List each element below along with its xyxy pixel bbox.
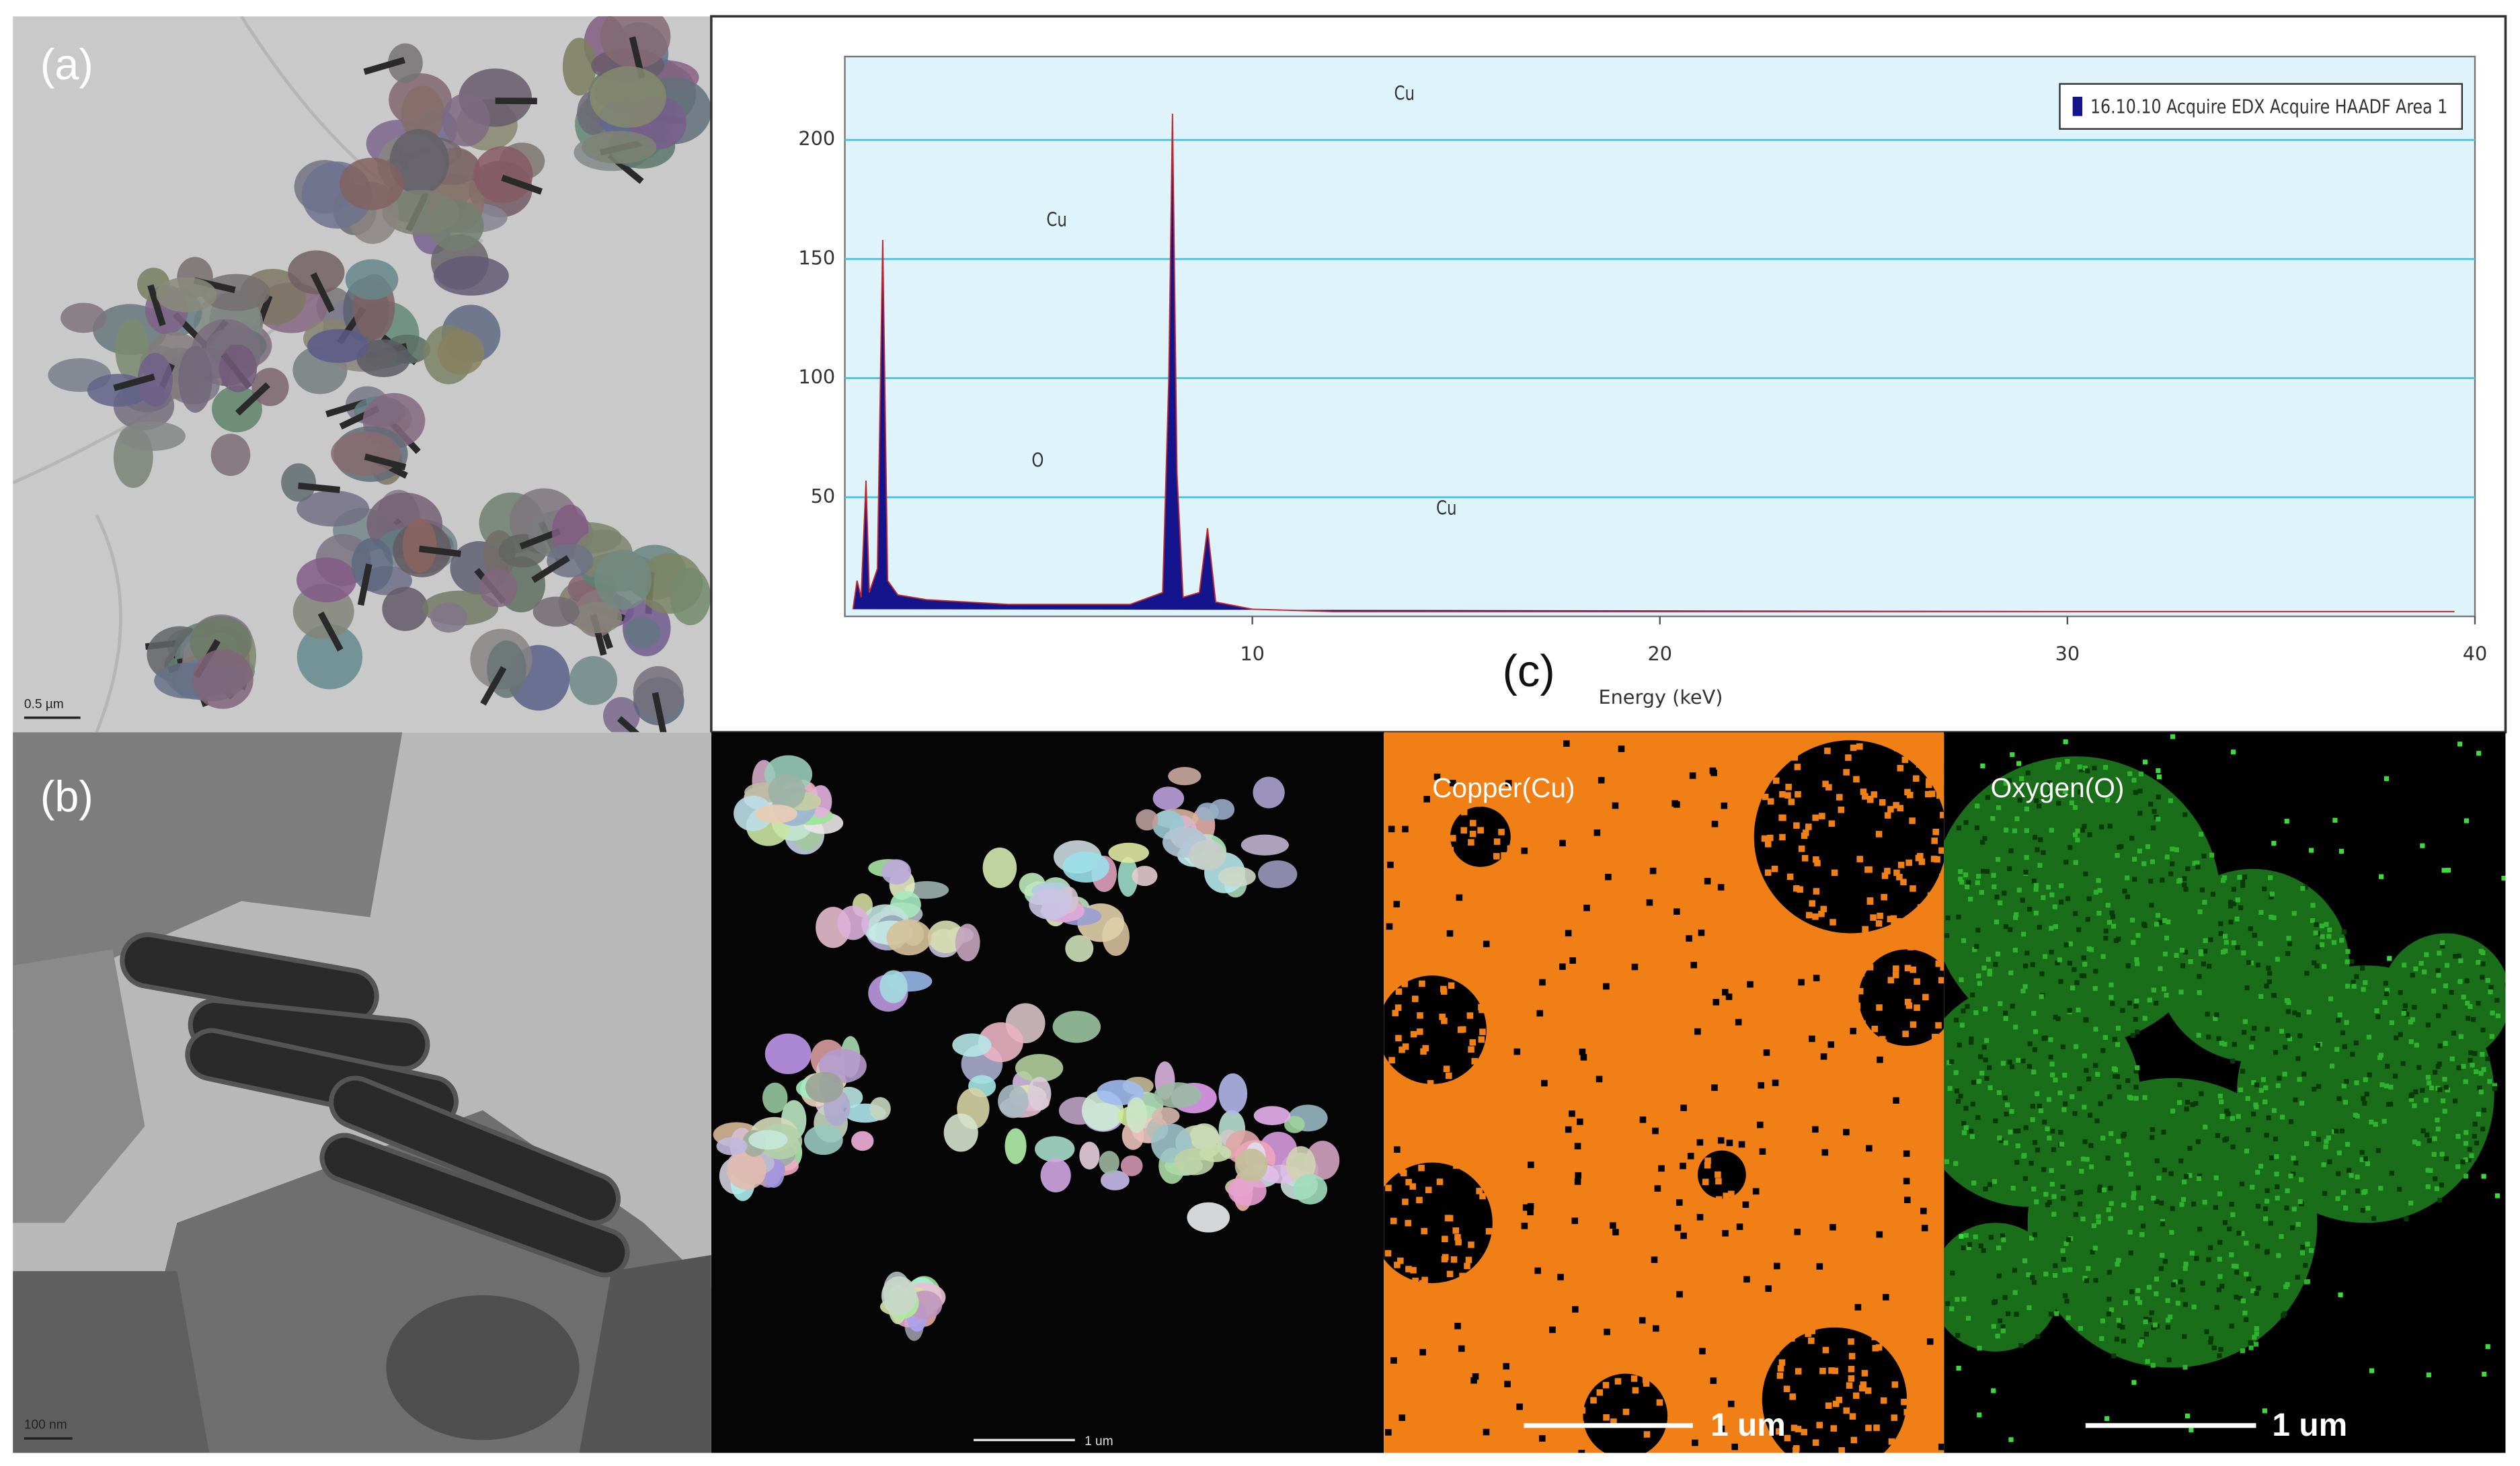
y-tick-label: 200 [798, 127, 835, 150]
peak-label: Cu [1394, 83, 1415, 105]
copper-map [1384, 732, 1944, 1453]
peak-label: Cu [1436, 497, 1457, 520]
scale-bar-label: 100 nm [24, 1418, 67, 1432]
panel-label: (b) [40, 772, 93, 821]
scale-bar-label: 0.5 µm [24, 697, 64, 711]
x-axis-label: Energy (keV) [1598, 686, 1723, 708]
legend-label: 16.10.10 Acquire EDX Acquire HAADF Area … [2090, 95, 2447, 118]
panel-label: (a) [40, 40, 93, 89]
plot-area [844, 55, 2476, 618]
x-tick-label: 40 [2463, 642, 2488, 665]
panel-label: (c) [1503, 646, 1555, 696]
scale-bar-label: 1 um [2272, 1408, 2347, 1443]
map-title: Oxygen(O) [1991, 772, 2125, 803]
scale-bar-label: 1 um [1710, 1408, 1786, 1443]
y-tick-label: 150 [798, 246, 835, 269]
x-tick-label: 20 [1647, 642, 1672, 665]
x-tick-label: 30 [2055, 642, 2080, 665]
tem-image-b [13, 732, 711, 1453]
y-tick-label: 100 [798, 366, 835, 389]
haadf-image [711, 732, 1384, 1453]
peak-label: O [1031, 450, 1044, 472]
legend-swatch [2072, 96, 2083, 116]
peak-label: Cu [1046, 209, 1067, 231]
spectrum [852, 114, 2455, 612]
oxygen-map [1944, 732, 2506, 1453]
map-title: Copper(Cu) [1432, 772, 1575, 803]
legend-box [2059, 83, 2464, 130]
x-tick-label: 10 [1240, 642, 1265, 665]
scale-bar-label: 1 um [1085, 1434, 1113, 1449]
tem-image-a [13, 16, 711, 733]
y-tick-label: 50 [811, 485, 836, 507]
